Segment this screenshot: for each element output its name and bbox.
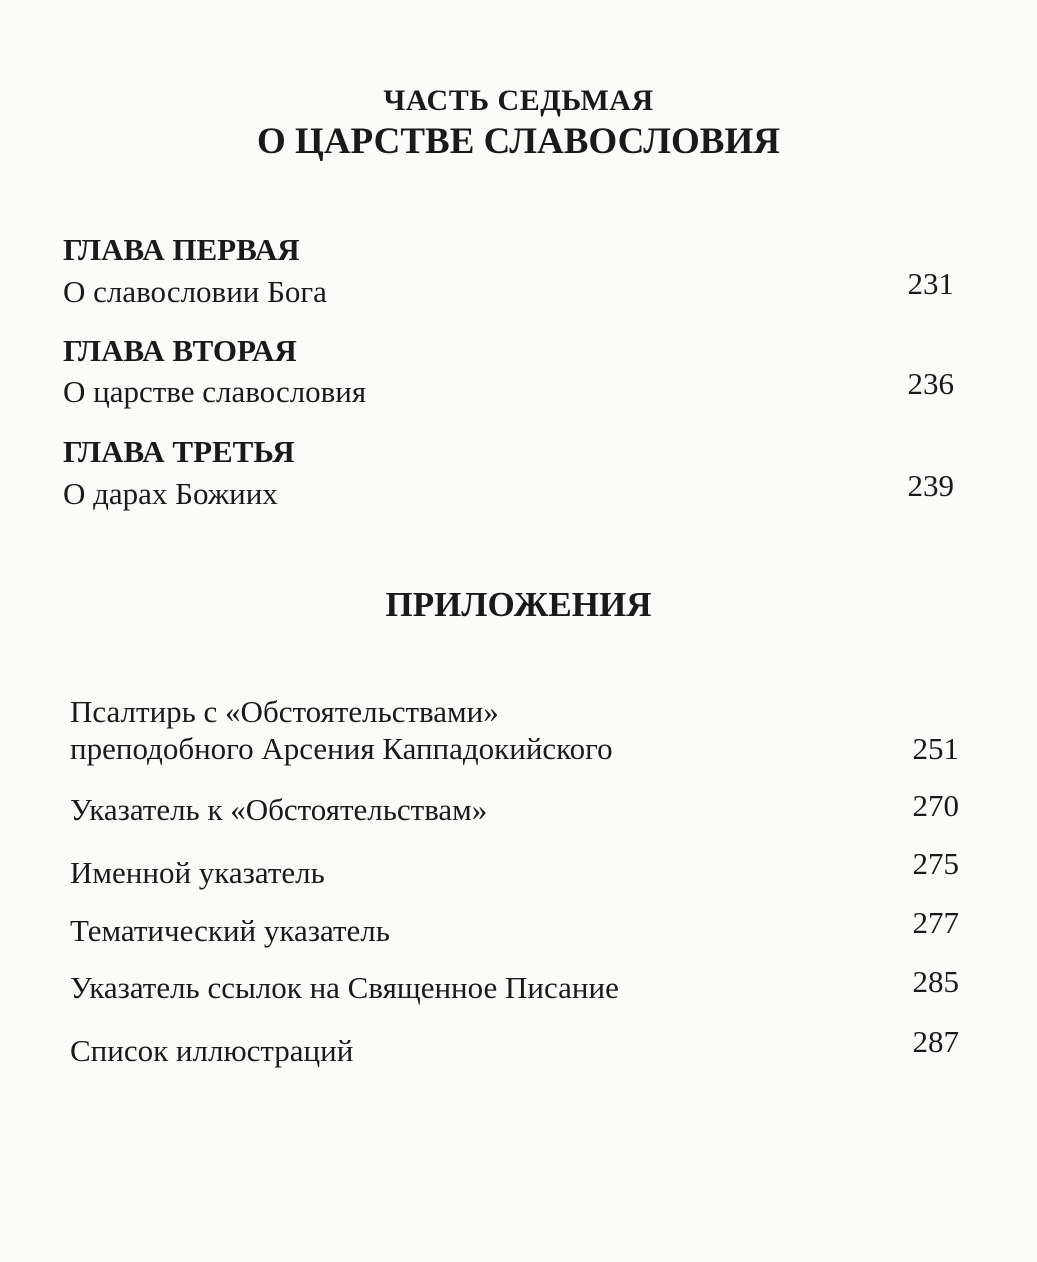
appendix-item[interactable]: Тематический указатель	[70, 913, 390, 948]
page-number: 236	[907, 366, 955, 401]
chapter-heading: ГЛАВА ТРЕТЬЯ	[63, 434, 295, 469]
page-number: 239	[907, 468, 955, 503]
appendix-item[interactable]: Псалтирь с «Обстоятельствами»	[70, 694, 499, 729]
page-number: 277	[912, 905, 960, 940]
appendix-item[interactable]: Список иллюстраций	[70, 1033, 354, 1068]
part-label: ЧАСТЬ СЕДЬМАЯ	[383, 84, 654, 117]
appendix-item[interactable]: Указатель к «Обстоятельствам»	[70, 792, 488, 827]
page-number: 285	[912, 964, 960, 999]
chapter-title[interactable]: О дарах Божиих	[63, 476, 278, 511]
chapter-title[interactable]: О славословии Бога	[63, 274, 327, 309]
chapter-heading: ГЛАВА ПЕРВАЯ	[63, 232, 300, 267]
page-number: 275	[912, 846, 960, 881]
part-title: О ЦАРСТВЕ СЛАВОСЛОВИЯ	[257, 121, 780, 162]
appendix-item-cont[interactable]: преподобного Арсения Каппадокийского	[70, 731, 613, 766]
page-number: 231	[907, 266, 955, 301]
chapter-heading: ГЛАВА ВТОРАЯ	[63, 333, 297, 368]
page-number: 270	[912, 788, 960, 823]
page-number: 251	[912, 731, 960, 766]
appendix-title: ПРИЛОЖЕНИЯ	[385, 585, 652, 624]
page-number: 287	[912, 1024, 960, 1059]
appendix-item[interactable]: Указатель ссылок на Священное Писание	[70, 970, 619, 1005]
chapter-title[interactable]: О царстве славословия	[63, 374, 367, 409]
appendix-item[interactable]: Именной указатель	[70, 855, 325, 890]
